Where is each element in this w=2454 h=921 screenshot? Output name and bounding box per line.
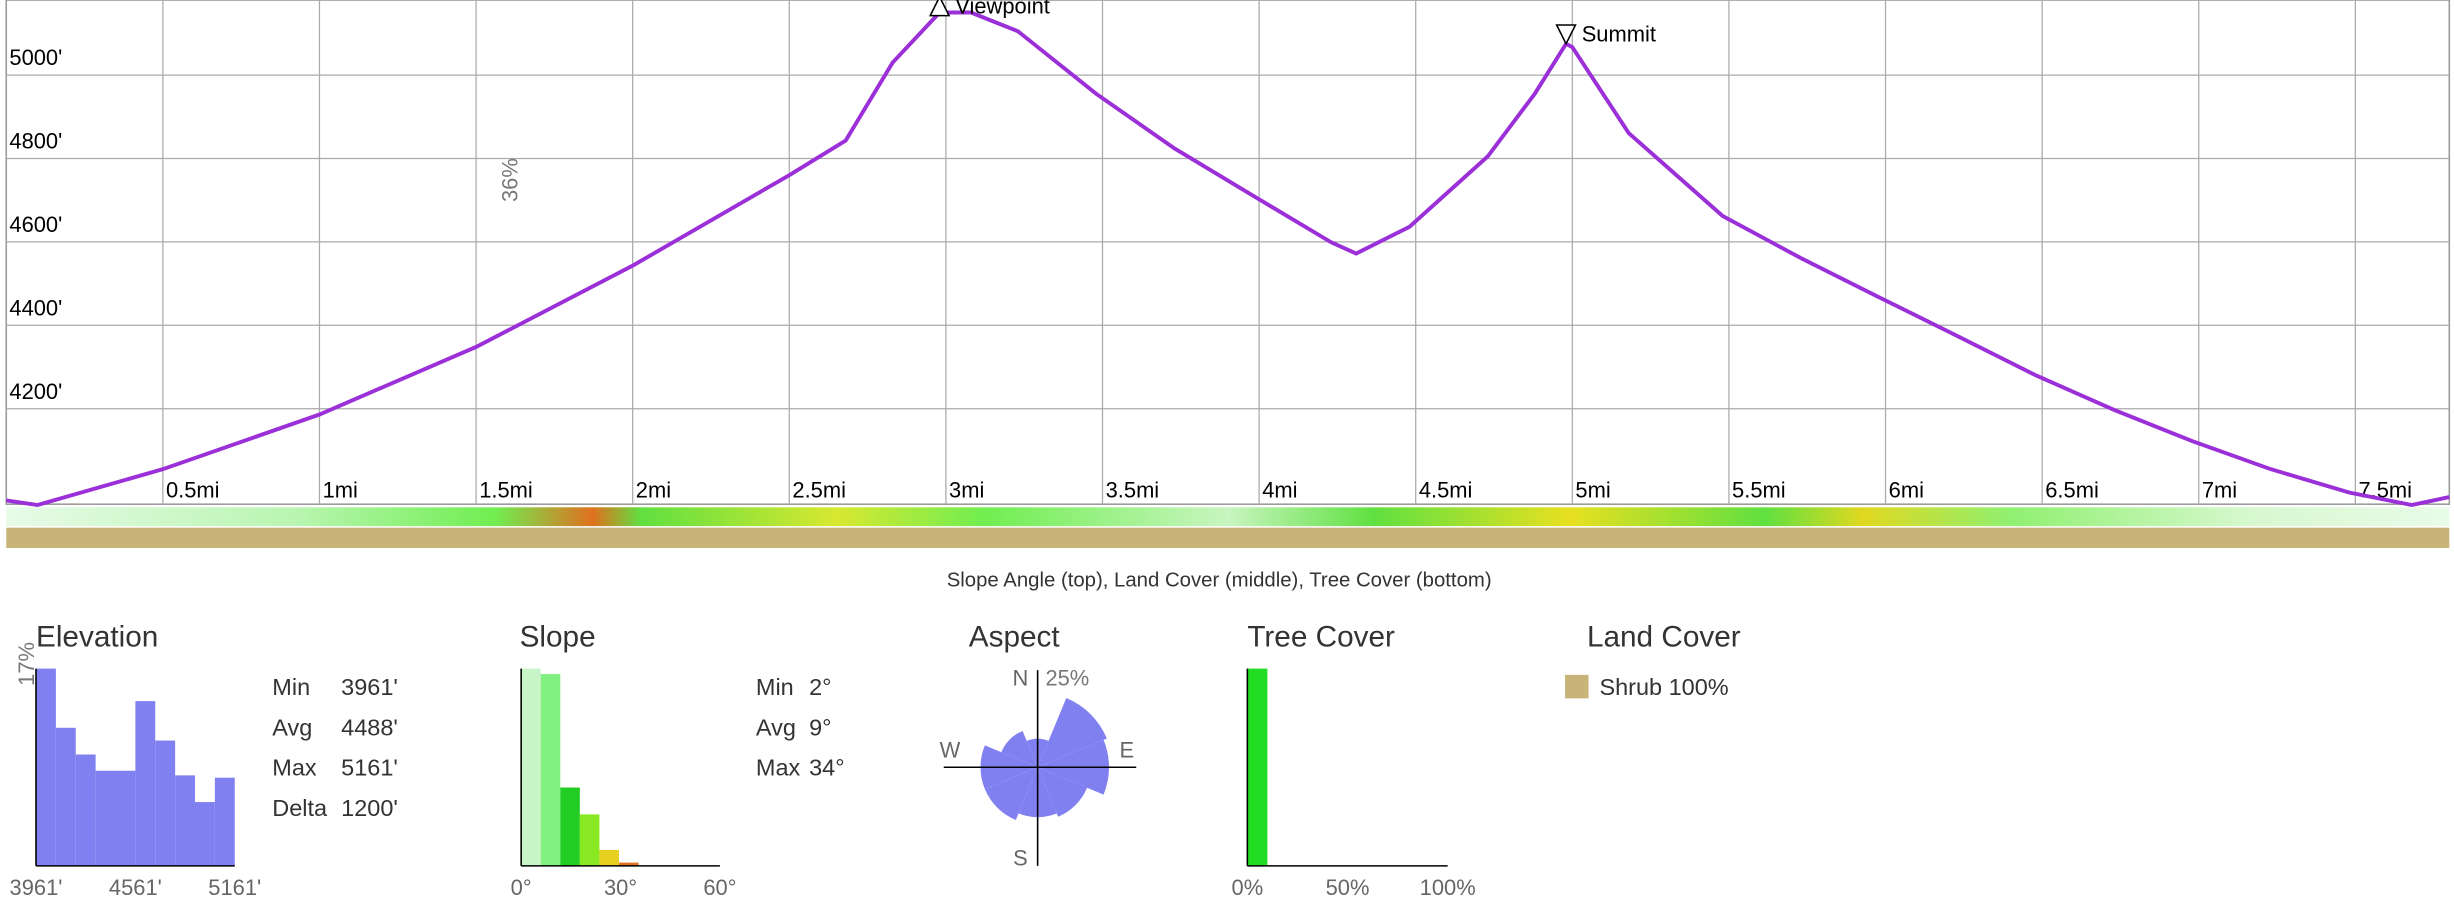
- compass-label: W: [940, 737, 961, 762]
- x-tick-label: 6.5mi: [2045, 477, 2099, 502]
- aspect-wedge: [1037, 697, 1107, 768]
- x-tick-label: 4561': [109, 875, 162, 900]
- land-cover-strip: [6, 527, 2450, 549]
- y-tick-label: 4400': [9, 295, 62, 320]
- compass-label: E: [1120, 737, 1135, 762]
- marker-icon: [1555, 24, 1577, 46]
- x-tick-label: 2.5mi: [792, 477, 846, 502]
- stat-label: Avg: [756, 714, 796, 740]
- stat-value: 4488': [341, 714, 398, 740]
- histogram-bar: [521, 668, 541, 866]
- y-tick-label: 4600': [9, 212, 62, 237]
- x-tick-label: 1.5mi: [479, 477, 533, 502]
- x-tick-label: 30°: [604, 875, 637, 900]
- y-axis-label: 17%: [14, 642, 39, 686]
- x-tick-label: 7mi: [2202, 477, 2237, 502]
- y-tick-label: 4800': [9, 129, 62, 154]
- histogram-bar: [214, 777, 235, 866]
- histogram-bar: [1247, 668, 1268, 866]
- histogram-bar: [560, 787, 580, 866]
- y-axis-label: 36%: [498, 158, 523, 202]
- histogram-bar: [579, 814, 600, 866]
- histogram-bar: [599, 850, 619, 866]
- panel-title: Aspect: [969, 621, 1061, 654]
- compass-label: N: [1013, 665, 1029, 690]
- histogram-bar: [618, 862, 639, 866]
- panel-title: Land Cover: [1587, 621, 1741, 654]
- stat-value: 1200': [341, 795, 398, 821]
- x-tick-label: 4mi: [1262, 477, 1297, 502]
- histogram-bar: [175, 775, 196, 866]
- stat-label: Avg: [272, 714, 312, 740]
- x-tick-label: 4.5mi: [1419, 477, 1473, 502]
- panel-title: Slope: [520, 621, 596, 654]
- histogram-bar: [35, 668, 56, 866]
- x-tick-label: 5161': [208, 875, 261, 900]
- aspect-wedge: [1001, 730, 1038, 768]
- aspect-wedge: [1037, 767, 1088, 817]
- histogram-bar: [115, 770, 136, 866]
- histogram-bar: [195, 802, 215, 866]
- stat-value: 5161': [341, 755, 398, 781]
- x-tick-label: 50%: [1326, 875, 1370, 900]
- panel-title: Elevation: [36, 621, 158, 654]
- stat-label: Min: [272, 674, 310, 700]
- aspect-radius-label: 25%: [1045, 665, 1089, 690]
- histogram-bar: [540, 674, 561, 866]
- x-tick-label: 0%: [1232, 875, 1264, 900]
- histogram-bar: [95, 770, 116, 866]
- x-tick-label: 5mi: [1575, 477, 1610, 502]
- compass-label: S: [1013, 845, 1028, 870]
- stat-value: 2°: [809, 674, 831, 700]
- marker-icon: [928, 0, 951, 17]
- x-tick-label: 6mi: [1889, 477, 1924, 502]
- elevation-line: [5, 10, 2450, 508]
- plot-frame: [5, 0, 2451, 505]
- x-tick-label: 100%: [1420, 875, 1476, 900]
- panel-title: Tree Cover: [1247, 621, 1395, 654]
- x-tick-label: 1mi: [323, 477, 358, 502]
- x-tick-label: 3961': [10, 875, 63, 900]
- histogram-bar: [55, 727, 76, 866]
- legend-swatch: [1565, 674, 1589, 699]
- x-tick-label: 60°: [703, 875, 736, 900]
- aspect-wedge: [984, 767, 1038, 821]
- strip-caption: Slope Angle (top), Land Cover (middle), …: [947, 569, 1492, 591]
- x-tick-label: 2mi: [636, 477, 671, 502]
- x-tick-label: 3.5mi: [1106, 477, 1160, 502]
- marker-label: Viewpoint: [955, 0, 1050, 19]
- stat-value: 34°: [809, 755, 844, 781]
- y-tick-label: 4200': [9, 379, 62, 404]
- stat-value: 3961': [341, 674, 398, 700]
- y-tick-label: 5000': [9, 45, 62, 70]
- stat-label: Delta: [272, 795, 328, 821]
- x-tick-label: 0.5mi: [166, 477, 220, 502]
- marker-label: Summit: [1582, 22, 1656, 47]
- legend-label: Shrub 100%: [1599, 674, 1728, 700]
- histogram-bar: [75, 754, 96, 866]
- x-tick-label: 0°: [511, 875, 532, 900]
- x-tick-label: 5.5mi: [1732, 477, 1786, 502]
- slope-strip: [6, 507, 2450, 527]
- stat-label: Max: [756, 755, 801, 781]
- stat-label: Max: [272, 755, 317, 781]
- stat-label: Min: [756, 674, 794, 700]
- histogram-bar: [135, 701, 156, 866]
- histogram-bar: [155, 740, 176, 866]
- x-tick-label: 3mi: [949, 477, 984, 502]
- stat-value: 9°: [809, 714, 831, 740]
